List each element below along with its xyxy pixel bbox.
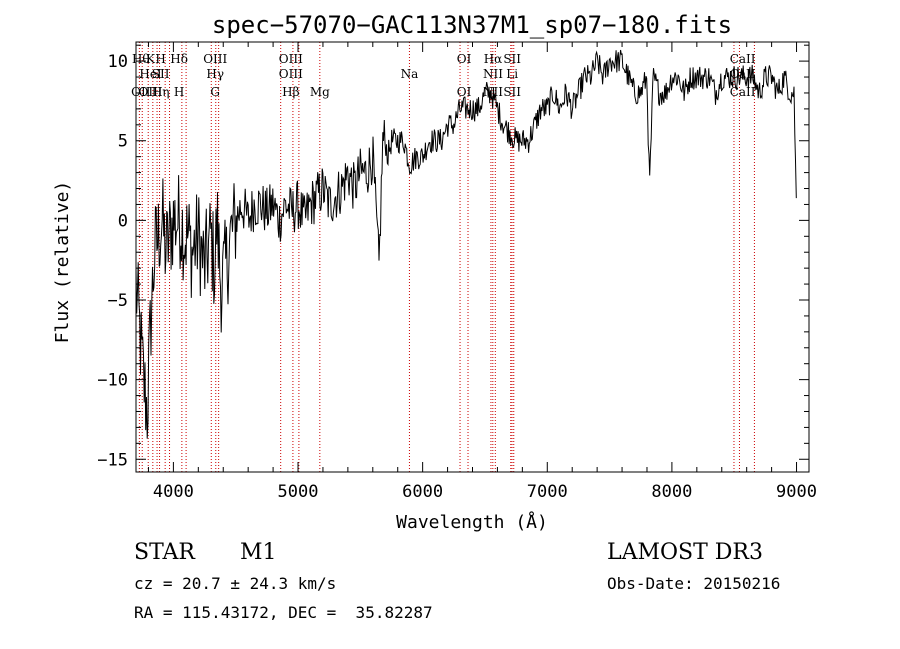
spectral-line-label: OI (457, 52, 472, 66)
spectral-line-label: OIII (203, 52, 227, 66)
spectrum-line (135, 49, 797, 439)
y-tick-label: 0 (118, 211, 128, 231)
y-tick-label: −5 (108, 291, 128, 311)
x-tick-label: 9000 (776, 482, 817, 502)
y-axis-label: Flux (relative) (52, 181, 73, 344)
x-tick-label: 6000 (402, 482, 443, 502)
chart-title: spec−57070−GAC113N37M1_sp07−180.fits (212, 11, 732, 39)
spectral-line-label: Hη (152, 85, 170, 99)
x-tick-label: 7000 (527, 482, 568, 502)
object-class: STAR (134, 540, 195, 565)
redshift-velocity: cz = 20.7 ± 24.3 km/s (134, 574, 337, 593)
survey-name: LAMOST DR3 (607, 540, 763, 565)
y-axis: 10 5 0 −5 −10 −15 (97, 44, 809, 470)
y-tick-label: −15 (97, 450, 128, 470)
observation-date: Obs-Date: 20150216 (607, 574, 781, 593)
spectral-line-label: CaII (730, 85, 756, 99)
spectral-line-label: SII (503, 52, 521, 66)
y-tick-label: 10 (108, 52, 128, 72)
y-tick-label: −10 (97, 371, 128, 391)
x-tick-label: 5000 (278, 482, 319, 502)
spectral-line-label: NII (483, 67, 503, 81)
spectral-line-label: Hα (484, 52, 503, 66)
spectral-line-label: H (174, 85, 184, 99)
spectral-line-markers (138, 42, 755, 472)
x-tick-label: 8000 (651, 482, 692, 502)
spectral-line-label: OIII (279, 52, 303, 66)
spectral-line-label: CaII (730, 52, 756, 66)
object-subclass: M1 (240, 540, 277, 565)
spectral-line-label: Na (401, 67, 419, 81)
spectral-line-label: SII (503, 85, 521, 99)
spectral-line-label: OI (457, 85, 472, 99)
x-axis: 4000 5000 6000 7000 8000 9000 (147, 42, 817, 502)
y-tick-label: 5 (118, 132, 128, 152)
x-tick-label: 4000 (153, 482, 194, 502)
spectral-line-label: HeI (139, 67, 162, 81)
spectral-line-label: Li (506, 67, 518, 81)
spectral-line-label: OIII (279, 67, 303, 81)
spectral-line-label: G (210, 85, 220, 99)
ra-dec: RA = 115.43172, DEC = 35.82287 (134, 603, 433, 622)
x-axis-label: Wavelength (Å) (396, 511, 548, 533)
spectral-line-label: H (155, 52, 165, 66)
spectral-line-label: SII (152, 67, 170, 81)
spectral-line-label: OIII (138, 85, 162, 99)
spectral-line-label: Hβ (282, 85, 299, 99)
spectral-line-label: Mg (310, 85, 330, 99)
spectral-line-label: K (146, 52, 156, 66)
spectral-line-label: Hδ (170, 52, 188, 66)
spectral-line-label: Hγ (206, 67, 224, 81)
